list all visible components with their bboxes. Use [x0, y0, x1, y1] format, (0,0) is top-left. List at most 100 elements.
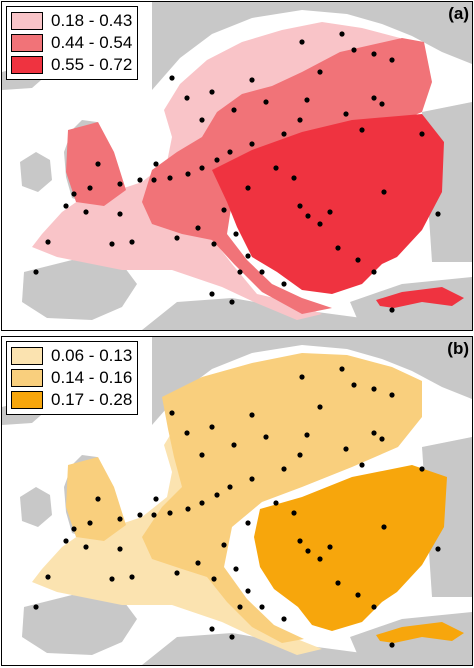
sample-site-dot [304, 97, 310, 103]
legend-label: 0.55 - 0.72 [51, 55, 133, 74]
sample-site-dot [249, 141, 255, 147]
sample-site-dot [137, 512, 143, 518]
sample-site-dot [117, 211, 123, 217]
sample-site-dot [87, 520, 93, 526]
legend-label: 0.18 - 0.43 [51, 11, 133, 30]
sample-site-dot [129, 574, 135, 580]
sample-site-dot [83, 544, 89, 550]
sample-site-dot [95, 496, 101, 502]
sample-site-dot [153, 161, 159, 167]
sample-site-dot [297, 203, 303, 209]
sample-site-dot [335, 580, 341, 586]
sample-site-dot [359, 127, 365, 133]
sample-site-dot [359, 462, 365, 468]
ireland-land [20, 487, 52, 527]
sample-site-dot [297, 538, 303, 544]
sample-site-dot [227, 149, 233, 155]
sample-site-dot [259, 604, 265, 610]
sample-site-dot [137, 177, 143, 183]
sample-site-dot [45, 239, 51, 245]
sample-site-dot [63, 203, 69, 209]
sample-site-dot [371, 269, 377, 275]
sample-site-dot [109, 576, 115, 582]
sample-site-dot [153, 496, 159, 502]
sample-site-dot [273, 165, 279, 171]
sample-site-dot [199, 117, 205, 123]
sample-site-dot [419, 131, 425, 137]
zone-high [212, 114, 464, 308]
sample-site-dot [335, 245, 341, 251]
panel-label-a: (a) [448, 4, 469, 23]
panel-label-b: (b) [447, 339, 469, 358]
sample-site-dot [317, 69, 323, 75]
sample-site-dot [209, 291, 215, 297]
sample-site-dot [317, 556, 323, 562]
sample-site-dot [151, 512, 157, 518]
sample-site-dot [389, 57, 395, 63]
sample-site-dot [381, 524, 387, 530]
sample-site-dot [245, 520, 251, 526]
sample-site-dot [95, 161, 101, 167]
sample-site-dot [389, 392, 395, 398]
sample-site-dot [259, 269, 265, 275]
choropleth-layer [32, 22, 464, 320]
sample-site-dot [229, 634, 235, 640]
sample-site-dot [343, 446, 349, 452]
sample-site-dot [229, 299, 235, 305]
sample-site-dot [317, 404, 323, 410]
sample-site-dot [371, 386, 377, 392]
sample-site-dot [245, 588, 251, 594]
legend-entry: 0.44 - 0.54 [11, 32, 132, 54]
sample-site-dot [389, 642, 395, 648]
africa-land [142, 298, 402, 330]
sample-site-dot [371, 430, 377, 436]
sample-site-dot [291, 175, 297, 181]
africa-land [142, 633, 402, 665]
legend-entry: 0.55 - 0.72 [11, 54, 132, 76]
sample-site-dot [351, 382, 357, 388]
sample-site-dot [379, 101, 385, 107]
sample-site-dot [129, 239, 135, 245]
sample-site-dot [263, 99, 269, 105]
sample-site-dot [117, 546, 123, 552]
sample-site-dot [167, 175, 173, 181]
sample-site-dot [199, 452, 205, 458]
sample-site-dot [281, 131, 287, 137]
sample-site-dot [185, 506, 191, 512]
legend-entry: 0.18 - 0.43 [11, 10, 132, 32]
sample-site-dot [305, 548, 311, 554]
sample-site-dot [231, 442, 237, 448]
sample-site-dot [237, 269, 243, 275]
sample-site-dot [209, 424, 215, 430]
sample-site-dot [231, 107, 237, 113]
sample-site-dot [249, 476, 255, 482]
sample-site-dot [245, 253, 251, 259]
sample-site-dot [389, 307, 395, 313]
choropleth-layer [32, 353, 464, 655]
sample-site-dot [339, 31, 345, 37]
legend-swatch [11, 391, 43, 409]
sample-site-dot [195, 560, 201, 566]
sample-site-dot [151, 177, 157, 183]
sample-site-dot [281, 616, 287, 622]
scandinavia-land [152, 2, 472, 90]
iberia-land [22, 595, 137, 655]
sample-site-dot [371, 604, 377, 610]
sample-site-dot [233, 231, 239, 237]
sample-site-dot [305, 213, 311, 219]
legend-label: 0.44 - 0.54 [51, 33, 133, 52]
sample-site-dot [339, 366, 345, 372]
sample-site-dot [169, 75, 175, 81]
europe-map-a [2, 2, 472, 330]
sample-site-dot [249, 77, 255, 83]
europe-map-b [2, 337, 472, 665]
sample-site-dot [33, 604, 39, 610]
sample-site-dot [87, 185, 93, 191]
legend-b: 0.06 - 0.13 0.14 - 0.16 0.17 - 0.28 [6, 341, 139, 415]
legend-swatch [11, 12, 43, 30]
sample-site-dot [199, 165, 205, 171]
sample-site-dot [71, 191, 77, 197]
sample-sites [33, 366, 441, 648]
sample-site-dot [199, 500, 205, 506]
sample-site-dot [83, 209, 89, 215]
